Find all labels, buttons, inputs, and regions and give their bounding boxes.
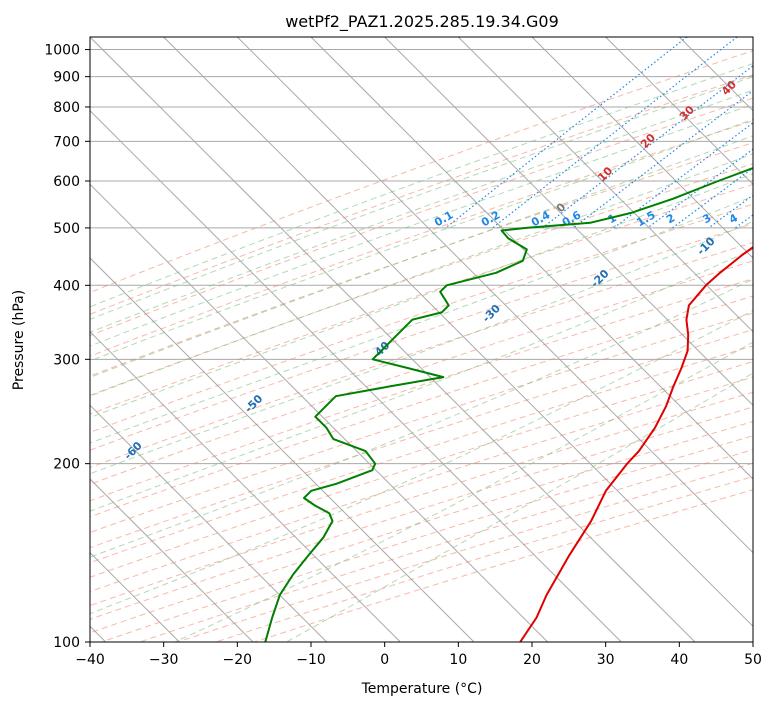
y-tick-label: 1000 [44,43,80,59]
x-tick-label: −30 [149,652,179,668]
y-tick-label: 600 [53,174,80,190]
y-tick-label: 800 [53,100,80,116]
x-axis-label: Temperature (°C) [361,681,483,697]
y-tick-label: 900 [53,70,80,86]
x-tick-label: 10 [449,652,467,668]
x-tick-label: 40 [670,652,688,668]
y-tick-label: 200 [53,457,80,473]
y-tick-label: 400 [53,278,80,294]
y-tick-label: 100 [53,635,80,651]
y-tick-label: 500 [53,221,80,237]
y-tick-label: 300 [53,352,80,368]
x-tick-label: 20 [523,652,541,668]
y-axis-label: Pressure (hPa) [11,290,27,390]
x-tick-label: −40 [75,652,105,668]
x-tick-label: −20 [223,652,253,668]
x-tick-label: −10 [296,652,326,668]
chart-title: wetPf2_PAZ1.2025.285.19.34.G09 [285,12,559,32]
x-tick-label: 30 [597,652,615,668]
y-tick-label: 700 [53,134,80,150]
x-tick-label: 50 [744,652,762,668]
x-tick-label: 0 [380,652,389,668]
